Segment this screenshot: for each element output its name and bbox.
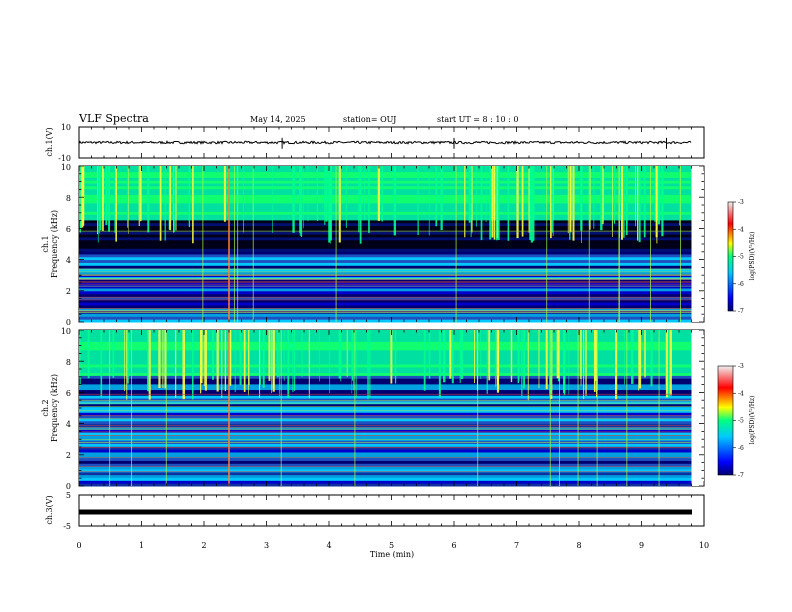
colorbar-tick-label: -6 bbox=[738, 281, 744, 288]
x-tick-label: 5 bbox=[389, 541, 394, 550]
x-tick-label: 6 bbox=[451, 541, 456, 550]
ch2-freq-tick-2: 2 bbox=[66, 451, 71, 460]
start-ut-label: start UT = 8 : 10 : 0 bbox=[437, 115, 518, 124]
colorbar-ch2: -3 -4 -5 -6 -7 log(PSD)(V²/Hz) bbox=[717, 363, 756, 479]
x-tick-label: 0 bbox=[76, 541, 81, 550]
ch1-channel-label: ch.1 bbox=[41, 235, 50, 252]
x-tick-label: 9 bbox=[639, 541, 644, 550]
x-tick-label: 7 bbox=[514, 541, 519, 550]
colorbar-ch1: -3 -4 -5 -6 -7 log(PSD)(V²/Hz) bbox=[727, 199, 756, 315]
ch2-freq-tick-8: 8 bbox=[66, 358, 71, 367]
date-label: May 14, 2025 bbox=[250, 115, 306, 124]
colorbar-tick-label: -3 bbox=[738, 199, 744, 206]
x-tick-label: 2 bbox=[201, 541, 206, 550]
ch1-ylabel: ch.1(V) bbox=[45, 127, 54, 156]
ch2-channel-label: ch.2 bbox=[41, 399, 50, 416]
ch3-ylabel: ch.3(V) bbox=[45, 495, 54, 524]
ch3-ytick-top: 5 bbox=[66, 491, 71, 500]
ch1-ytick-bottom: -10 bbox=[58, 154, 71, 163]
colorbar-tick-label: -4 bbox=[738, 226, 744, 233]
ch2-freq-axis-label: Frequency (kHz) bbox=[50, 374, 59, 442]
ch3-ytick-bottom: -5 bbox=[63, 522, 71, 531]
ch1-freq-tick-0: 0 bbox=[66, 318, 71, 327]
ch1-waveform-line bbox=[78, 137, 692, 149]
ch1-spectrogram-panel: 10 8 6 4 2 0 ch.1 Frequency (kHz) bbox=[41, 163, 705, 327]
x-tick-label: 3 bbox=[264, 541, 269, 550]
ch1-waveform-panel: 10 -10 ch.1(V) bbox=[45, 123, 705, 163]
colorbar-tick-label: -6 bbox=[738, 445, 744, 452]
ch2-freq-tick-6: 6 bbox=[66, 389, 71, 398]
x-axis-tick-labels: 0 1 2 3 4 5 6 7 8 9 10 bbox=[76, 541, 709, 550]
x-axis-label: Time (min) bbox=[370, 550, 414, 559]
ch1-freq-tick-8: 8 bbox=[66, 194, 71, 203]
axis-ticks bbox=[78, 127, 705, 526]
colorbar-ch1-label: log(PSD)(V²/Hz) bbox=[749, 232, 756, 281]
ch1-freq-tick-4: 4 bbox=[66, 256, 71, 265]
ch2-freq-tick-10: 10 bbox=[61, 327, 71, 336]
colorbar-tick-label: -7 bbox=[738, 472, 744, 479]
x-tick-label: 1 bbox=[139, 541, 144, 550]
ch1-freq-tick-10: 10 bbox=[61, 163, 71, 172]
ch1-freq-tick-2: 2 bbox=[66, 287, 71, 296]
x-tick-label: 8 bbox=[576, 541, 581, 550]
colorbar-tick-label: -5 bbox=[738, 254, 744, 261]
ch2-spectrogram-panel: 10 8 6 4 2 0 ch.2 Frequency (kHz) bbox=[41, 327, 705, 491]
ch2-spectrogram-heatmap bbox=[79, 330, 704, 487]
x-tick-label: 4 bbox=[326, 541, 331, 550]
colorbar-tick-label: -7 bbox=[738, 308, 744, 315]
colorbar-tick-label: -4 bbox=[738, 390, 744, 397]
station-label: station= OUJ bbox=[343, 115, 396, 124]
x-tick-label: 10 bbox=[699, 541, 709, 550]
ch1-spectrogram-heatmap bbox=[79, 166, 704, 323]
ch1-ytick-top: 10 bbox=[61, 123, 71, 132]
ch1-freq-axis-label: Frequency (kHz) bbox=[50, 210, 59, 278]
figure-title: VLF Spectra bbox=[78, 112, 149, 125]
colorbar-ch2-label: log(PSD)(V²/Hz) bbox=[749, 396, 756, 445]
colorbar-tick-label: -5 bbox=[738, 418, 744, 425]
ch1-freq-tick-6: 6 bbox=[66, 225, 71, 234]
ch2-freq-tick-0: 0 bbox=[66, 482, 71, 491]
ch2-freq-tick-4: 4 bbox=[66, 420, 71, 429]
colorbar-tick-label: -3 bbox=[738, 363, 744, 370]
ch3-waveform-panel: 5 -5 ch.3(V) bbox=[45, 491, 705, 531]
